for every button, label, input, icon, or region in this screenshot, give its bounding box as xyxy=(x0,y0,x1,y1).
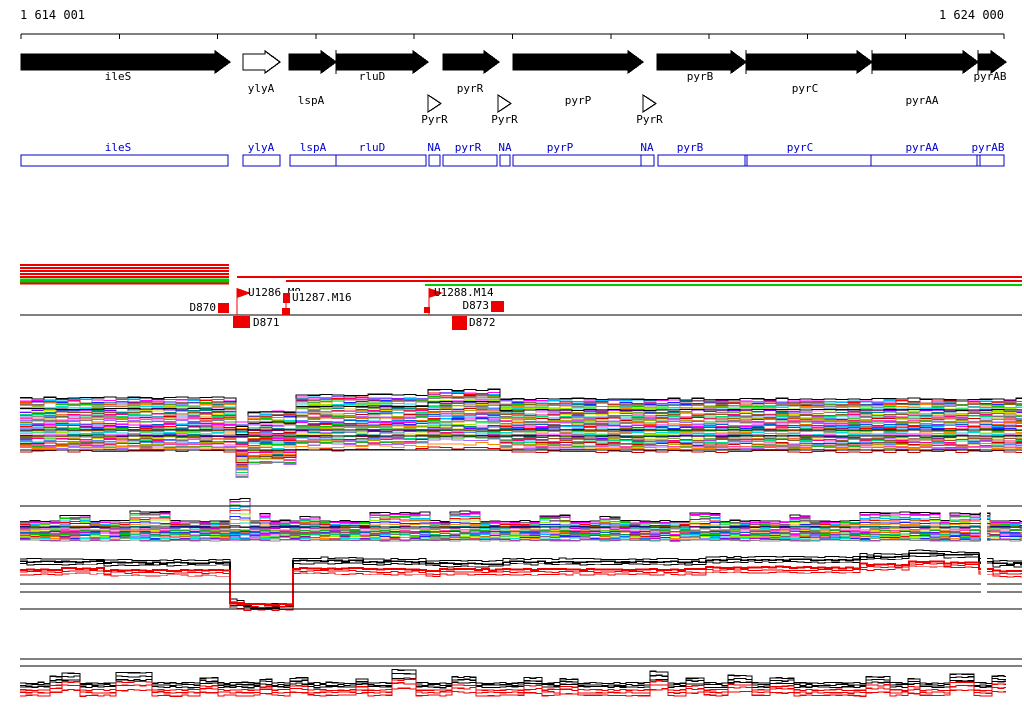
gene-label-pyrB: pyrB xyxy=(687,70,714,83)
summary-line xyxy=(20,555,1022,610)
summary-line xyxy=(20,560,1022,607)
expression-profile-line xyxy=(20,407,1022,448)
regulator-label: PyrR xyxy=(421,113,448,126)
gene-arrow-pyrB[interactable] xyxy=(656,49,748,75)
gene-arrow-rluD[interactable] xyxy=(335,49,430,75)
operon-label-ylyA: ylyA xyxy=(248,141,275,154)
marker-box-D873[interactable] xyxy=(491,301,504,312)
marker-label-D870: D870 xyxy=(190,301,217,314)
gene-label-pyrP: pyrP xyxy=(565,94,592,107)
operon-box[interactable] xyxy=(657,154,1005,167)
regulator-triangle-pyrr[interactable] xyxy=(427,93,443,114)
summary-line xyxy=(20,549,1022,605)
gene-arrow-lspA[interactable] xyxy=(288,49,338,75)
gene-label-lspA: lspA xyxy=(298,94,325,107)
coverage-line xyxy=(20,668,1006,685)
operon-label-NA: NA xyxy=(640,141,654,154)
coordinate-start: 1 614 001 xyxy=(20,8,86,22)
marker-box-D872[interactable] xyxy=(452,316,467,330)
operon-box[interactable] xyxy=(428,154,441,167)
operon-label-pyrAA: pyrAA xyxy=(905,141,938,154)
gene-label-ileS: ileS xyxy=(105,70,132,83)
regulator-triangle-pyrr[interactable] xyxy=(497,93,513,114)
expression-profile-line xyxy=(20,413,1022,457)
operon-label-pyrP: pyrP xyxy=(547,141,574,154)
coordinate-end: 1 624 000 xyxy=(938,8,1004,22)
operon-box[interactable] xyxy=(289,154,427,167)
thin-profile-line xyxy=(20,509,1022,527)
expression-profile-line xyxy=(20,430,1022,465)
label-underlay xyxy=(460,299,491,311)
profile-envelope xyxy=(20,497,1022,523)
marker-label-D873: D873 xyxy=(463,299,490,312)
coverage-line xyxy=(20,682,1006,694)
marker-box-D870[interactable] xyxy=(218,303,229,313)
expression-profile-line xyxy=(20,415,1022,457)
expression-profile-line xyxy=(20,394,1022,426)
gene-arrow-pyrR[interactable] xyxy=(442,49,501,75)
coverage-line xyxy=(20,678,1006,692)
gene-label-pyrAA: pyrAA xyxy=(905,94,938,107)
marker-flag-base[interactable] xyxy=(424,307,430,313)
gene-arrow-ileS[interactable] xyxy=(20,49,232,75)
summary-line xyxy=(20,563,1022,609)
operon-box[interactable] xyxy=(242,154,281,167)
expression-profile-line xyxy=(20,400,1022,435)
marker-flag-U1286.M8[interactable] xyxy=(237,288,251,298)
gene-label-pyrAB: pyrAB xyxy=(973,70,1006,83)
marker-flag-label: U1287.M16 xyxy=(292,291,352,304)
thin-profile-line xyxy=(20,539,1022,542)
operon-label-pyrB: pyrB xyxy=(677,141,704,154)
marker-flag-U1288.M14[interactable] xyxy=(429,288,443,298)
gene-label-rluD: rluD xyxy=(359,70,386,83)
expression-profile-line xyxy=(20,431,1022,470)
gene-arrow-ylyA[interactable] xyxy=(242,49,282,75)
gene-label-pyrC: pyrC xyxy=(792,82,819,95)
missing-data-gap xyxy=(981,489,987,599)
thin-profile-line xyxy=(20,532,1022,536)
operon-box[interactable] xyxy=(20,154,229,167)
marker-flag-label: U1288.M14 xyxy=(434,286,494,299)
marker-label-D872: D872 xyxy=(469,316,496,329)
summary-line xyxy=(20,552,1022,609)
gene-arrow-pyrC[interactable] xyxy=(745,49,874,75)
gene-label-pyrR: pyrR xyxy=(457,82,484,95)
regulator-label: PyrR xyxy=(491,113,518,126)
operon-label-ileS: ileS xyxy=(105,141,132,154)
operon-label-NA: NA xyxy=(498,141,512,154)
gene-arrow-pyrP[interactable] xyxy=(512,49,645,75)
operon-label-rluD: rluD xyxy=(359,141,386,154)
operon-label-lspA: lspA xyxy=(300,141,327,154)
operon-label-pyrC: pyrC xyxy=(787,141,814,154)
operon-label-pyrR: pyrR xyxy=(455,141,482,154)
label-underlay xyxy=(290,291,355,303)
gene-arrow-pyrAB[interactable] xyxy=(977,49,1008,75)
regulator-triangle-pyrr[interactable] xyxy=(642,93,658,114)
operon-label-NA: NA xyxy=(427,141,441,154)
operon-box[interactable] xyxy=(442,154,498,167)
operon-box[interactable] xyxy=(499,154,511,167)
summary-line xyxy=(20,565,1022,611)
marker-flag-base[interactable] xyxy=(282,308,290,315)
coverage-line xyxy=(20,687,1006,697)
marker-box-D871[interactable] xyxy=(233,316,250,328)
thin-profile-line xyxy=(20,515,1022,528)
coverage-line xyxy=(20,677,1006,689)
gene-label-ylyA: ylyA xyxy=(248,82,275,95)
expression-profile-line xyxy=(20,422,1022,467)
operon-label-pyrAB: pyrAB xyxy=(971,141,1004,154)
thin-profile-line xyxy=(20,528,1022,532)
operon-box[interactable] xyxy=(512,154,655,167)
marker-label-D871: D871 xyxy=(253,316,280,329)
thin-profile-line xyxy=(20,533,1022,537)
expression-profile-line xyxy=(20,446,1022,463)
marker-flag-U1287.M16[interactable] xyxy=(283,293,291,303)
regulator-label: PyrR xyxy=(636,113,663,126)
expression-profile-line xyxy=(20,400,1022,443)
expression-profile-line xyxy=(20,388,1022,427)
gene-arrow-pyrAA[interactable] xyxy=(871,49,980,75)
